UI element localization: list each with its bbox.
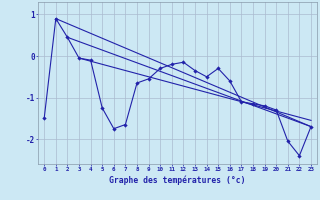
X-axis label: Graphe des températures (°c): Graphe des températures (°c) xyxy=(109,175,246,185)
